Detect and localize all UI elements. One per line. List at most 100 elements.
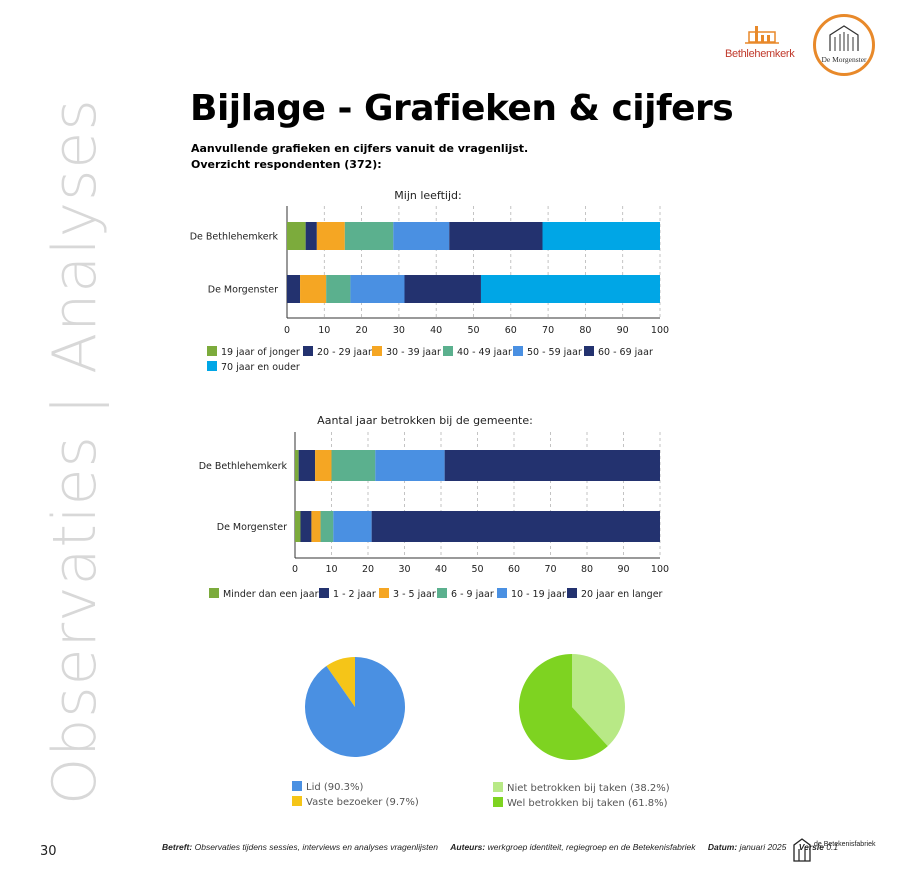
pie-1-slice xyxy=(304,657,405,757)
chart-2-category-label: De Bethlehemkerk xyxy=(199,461,288,472)
chart-1-legend-swatch xyxy=(513,346,523,356)
chart-1-legend-label: 60 - 69 jaar xyxy=(598,347,653,358)
pie-2-slice xyxy=(519,654,608,760)
chart-2-bar-segment xyxy=(311,511,321,542)
chart-1-bar-segment xyxy=(287,275,301,303)
chart-2-legend-swatch xyxy=(567,588,577,598)
footer-datum-value: januari 2025 xyxy=(739,842,787,852)
chart-1-tick-label: 30 xyxy=(393,325,405,336)
chart-1-bar-segment xyxy=(350,275,405,303)
chart-2-tick-label: 70 xyxy=(544,564,556,575)
chart-2-bar-segment xyxy=(371,511,660,542)
chart-1-bar-segment xyxy=(287,222,306,250)
betekenisfabriek-logo-text: de Betekenisfabriek xyxy=(814,841,876,848)
pie-1-legend-label: Lid (90.3%) xyxy=(306,782,364,793)
footer: Betreft: Observaties tijdens sessies, in… xyxy=(162,842,838,852)
chart-1-category-label: De Morgenster xyxy=(208,285,278,296)
chart-1-legend-label: 19 jaar of jonger xyxy=(221,347,300,358)
chart-2-legend-label: 3 - 5 jaar xyxy=(393,589,436,600)
chart-1-legend-label: 20 - 29 jaar xyxy=(317,347,372,358)
chart-1-bar-segment xyxy=(344,222,394,250)
morgenster-logo-text: De Morgenster xyxy=(821,55,867,64)
footer-betreft-label: Betreft: xyxy=(162,842,193,852)
page-title: Bijlage - Grafieken & cijfers xyxy=(190,88,734,129)
chart-1-legend-label: 40 - 49 jaar xyxy=(457,347,512,358)
chart-1-tick-label: 10 xyxy=(318,325,330,336)
chart-2-tick-label: 50 xyxy=(471,564,483,575)
chart-1-legend-swatch xyxy=(443,346,453,356)
chart-2-legend-label: 20 jaar en langer xyxy=(581,589,663,600)
pie-2-slice xyxy=(572,654,626,747)
chart-1-legend-label: 50 - 59 jaar xyxy=(527,347,582,358)
morgenster-logo: De Morgenster xyxy=(813,14,875,76)
chart-2-legend-label: 1 - 2 jaar xyxy=(333,589,376,600)
chart-2-bar-segment xyxy=(295,450,299,481)
chart-1-bar-segment xyxy=(449,222,543,250)
chart-2-legend-swatch xyxy=(437,588,447,598)
subtitle: Aanvullende grafieken en cijfers vanuit … xyxy=(191,141,528,173)
chart-1-bar-segment xyxy=(316,222,345,250)
pie-2-legend-label: Wel betrokken bij taken (61.8%) xyxy=(507,798,668,809)
chart-1-bar-segment xyxy=(480,275,660,303)
pie-2-legend-label: Niet betrokken bij taken (38.2%) xyxy=(507,783,670,794)
chart-1-legend-label: 30 - 39 jaar xyxy=(386,347,441,358)
chart-2-legend-swatch xyxy=(319,588,329,598)
page-number: 30 xyxy=(40,844,57,859)
chart-2-bar-segment xyxy=(444,450,660,481)
chart-1-legend-swatch xyxy=(207,346,217,356)
chart-1-tick-label: 90 xyxy=(617,325,629,336)
chart-2-legend-label: Minder dan een jaar xyxy=(223,589,319,600)
chart-1-legend-label: 70 jaar en ouder xyxy=(221,362,300,373)
footer-versie-value: 0.1 xyxy=(826,842,839,852)
chart-2-tick-label: 60 xyxy=(508,564,520,575)
pie-2-legend-swatch xyxy=(493,797,503,807)
chart-2-tick-label: 100 xyxy=(651,564,669,575)
chart-1-bar-segment xyxy=(305,222,317,250)
chart-1-tick-label: 70 xyxy=(542,325,554,336)
factory-icon xyxy=(793,838,811,862)
bethlehemkerk-logo: Bethlehemkerk xyxy=(725,24,810,64)
pie-1-slice xyxy=(326,657,355,707)
chart-2-bar-segment xyxy=(300,511,312,542)
chart-1-legend-swatch xyxy=(584,346,594,356)
pie-2-legend-swatch xyxy=(493,782,503,792)
chart-1-tick-label: 100 xyxy=(651,325,669,336)
chart-2-bar-segment xyxy=(298,450,316,481)
chart-2-bar-segment xyxy=(375,450,445,481)
chart-2-legend-label: 6 - 9 jaar xyxy=(451,589,494,600)
subtitle-line-2: Overzicht respondenten (372): xyxy=(191,158,382,171)
chart-2-bar-segment xyxy=(331,450,376,481)
chart-2-tick-label: 10 xyxy=(325,564,337,575)
chart-1-legend-swatch xyxy=(372,346,382,356)
chart-2-tick-label: 90 xyxy=(617,564,629,575)
footer-auteurs-label: Auteurs: xyxy=(450,842,486,852)
chart-1-tick-label: 50 xyxy=(467,325,479,336)
pie-1-legend-label: Vaste bezoeker (9.7%) xyxy=(306,797,419,808)
pie-1-legend-swatch xyxy=(292,781,302,791)
chart-2-legend-swatch xyxy=(497,588,507,598)
chart-1-bar-segment xyxy=(404,275,481,303)
chart-1-bar-segment xyxy=(542,222,660,250)
chart-2-legend-swatch xyxy=(209,588,219,598)
subtitle-line-1: Aanvullende grafieken en cijfers vanuit … xyxy=(191,142,529,155)
betekenisfabriek-logo: de Betekenisfabriek xyxy=(792,837,882,863)
chart-2-tick-label: 40 xyxy=(435,564,447,575)
footer-auteurs-value: werkgroep identiteit, regiegroep en de B… xyxy=(487,842,696,852)
footer-versie-label: Versie xyxy=(798,842,824,852)
chart-1-title: Mijn leeftijd: xyxy=(394,189,461,202)
chart-1-tick-label: 60 xyxy=(505,325,517,336)
church-building-icon xyxy=(829,25,859,51)
chart-2-bar-segment xyxy=(295,511,301,542)
church-icon xyxy=(745,26,779,44)
bethlehemkerk-logo-text: Bethlehemkerk xyxy=(725,48,795,60)
chart-1-tick-label: 20 xyxy=(356,325,368,336)
chart-2-bar-segment xyxy=(320,511,334,542)
chart-1-bar-segment xyxy=(300,275,327,303)
chart-2-legend-swatch xyxy=(379,588,389,598)
chart-2-tick-label: 30 xyxy=(398,564,410,575)
chart-1-tick-label: 80 xyxy=(579,325,591,336)
footer-betreft-value: Observaties tijdens sessies, interviews … xyxy=(194,842,438,852)
chart-1-tick-label: 40 xyxy=(430,325,442,336)
chart-2-bar-segment xyxy=(333,511,372,542)
